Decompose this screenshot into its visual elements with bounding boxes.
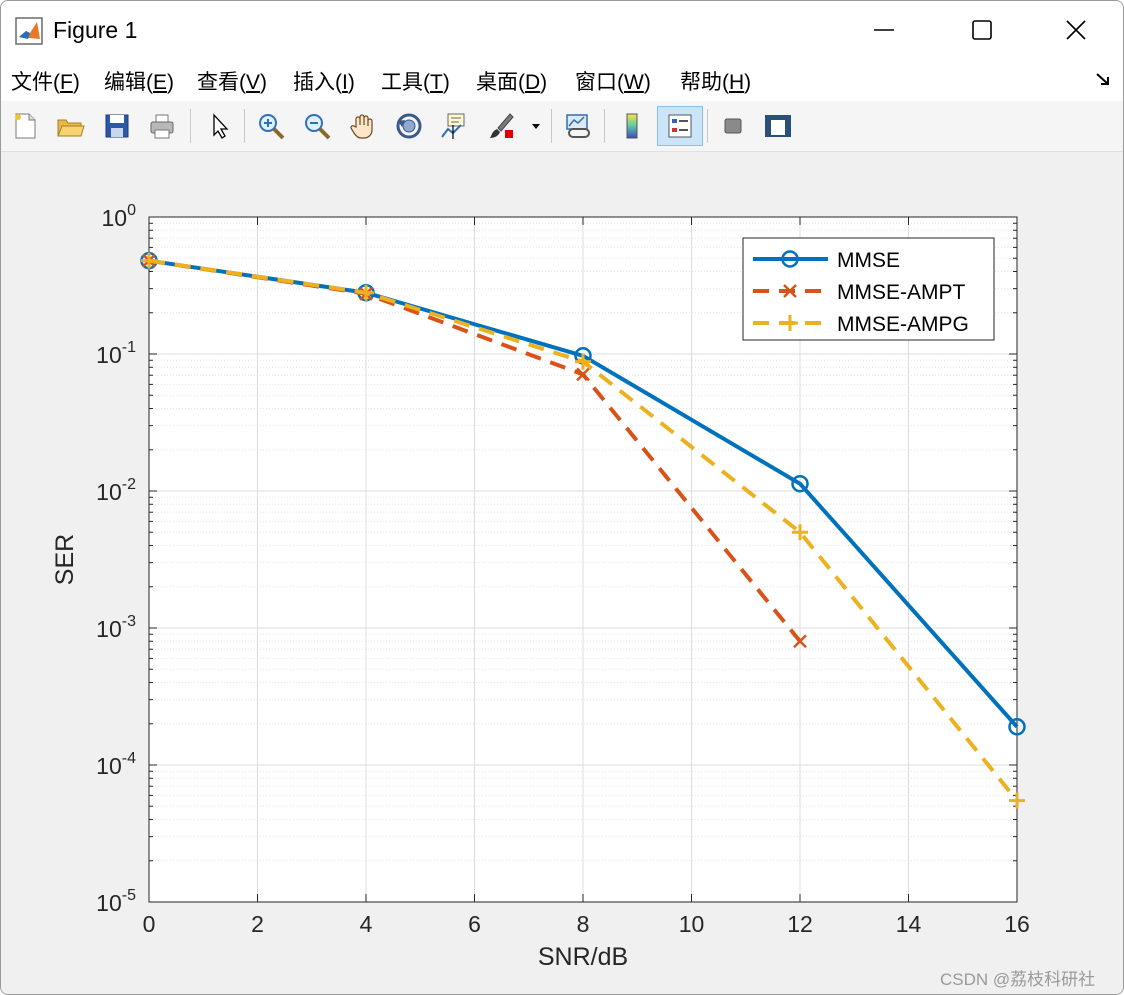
close-icon xyxy=(1066,20,1086,40)
x-tick-label: 16 xyxy=(1004,911,1030,937)
series-2-point xyxy=(792,524,808,541)
brush-icon[interactable] xyxy=(482,106,520,146)
x-tick-label: 2 xyxy=(251,911,264,937)
x-axis-label: SNR/dB xyxy=(538,943,628,971)
y-axis-label: SER xyxy=(51,534,79,585)
title-bar: Figure 1 xyxy=(1,1,1123,59)
watermark-text: CSDN @荔枝科研社 xyxy=(940,970,1096,989)
legend-swatch-marker xyxy=(782,315,798,331)
y-tick-label: 100 xyxy=(102,202,137,231)
y-tick-label: 10-4 xyxy=(96,750,136,779)
print-icon[interactable] xyxy=(143,106,181,146)
series-0-point xyxy=(1008,718,1026,736)
series-1-point xyxy=(576,367,590,382)
series-1-point xyxy=(793,634,807,649)
pan-hand-icon[interactable] xyxy=(344,106,382,146)
menu-insert[interactable]: 插入(I) xyxy=(293,71,355,94)
legend-label: MMSE-AMPT xyxy=(837,281,966,304)
link-plot-icon[interactable] xyxy=(559,106,597,146)
legend-swatch-marker xyxy=(781,250,799,268)
legend-label: MMSE-AMPG xyxy=(837,313,969,336)
legend-swatch-marker xyxy=(783,284,797,298)
menu-bar: 文件(F) 编辑(E) 查看(V) 插入(I) 工具(T) 桌面(D) 窗口(W… xyxy=(1,59,1123,101)
maximize-icon xyxy=(972,20,992,40)
x-tick-label: 6 xyxy=(468,911,481,937)
series-0-point xyxy=(791,474,809,493)
y-tick-label: 10-1 xyxy=(96,339,136,368)
series-2-point xyxy=(141,252,157,269)
toolbar-separator xyxy=(551,109,552,143)
series-2-point xyxy=(1009,792,1025,809)
close-button[interactable] xyxy=(1041,5,1111,55)
zoom-in-icon[interactable] xyxy=(252,106,290,146)
pointer-icon[interactable] xyxy=(200,106,238,146)
minimize-icon xyxy=(874,29,894,31)
brush-dropdown-icon[interactable] xyxy=(525,106,547,146)
x-tick-label: 10 xyxy=(679,911,705,937)
y-tick-label: 10-3 xyxy=(96,613,136,642)
window-title: Figure 1 xyxy=(53,17,138,43)
toolbar-separator xyxy=(707,109,708,143)
menu-view[interactable]: 查看(V) xyxy=(197,71,268,94)
x-tick-label: 8 xyxy=(577,911,590,937)
y-tick-label: 10-5 xyxy=(96,887,136,916)
menu-edit[interactable]: 编辑(E) xyxy=(104,71,175,94)
figure-canvas: 0 2 4 6 8 10 12 14 16 100 10-1 10-2 10-3 10-4 10-5 SNR/… xyxy=(1,152,1123,994)
figure-toolbar xyxy=(1,101,1123,152)
save-icon[interactable] xyxy=(98,106,136,146)
matlab-logo-icon xyxy=(15,17,43,45)
menu-desktop[interactable]: 桌面(D) xyxy=(476,71,548,94)
toolbar-separator xyxy=(244,109,245,143)
toolbar-separator xyxy=(604,109,605,143)
menu-window[interactable]: 窗口(W) xyxy=(575,71,651,94)
menu-help[interactable]: 帮助(H) xyxy=(680,71,752,94)
minimize-button[interactable] xyxy=(849,5,919,55)
colorbar-icon[interactable] xyxy=(613,106,651,146)
series-2-point xyxy=(575,353,591,370)
open-file-icon[interactable] xyxy=(51,106,89,146)
x-tick-label: 0 xyxy=(143,911,156,937)
show-plot-tools-icon[interactable] xyxy=(759,106,797,146)
hide-plot-tools-icon[interactable] xyxy=(714,106,752,146)
menu-file[interactable]: 文件(F) xyxy=(11,71,80,94)
legend-icon[interactable] xyxy=(657,106,703,146)
x-tick-label: 12 xyxy=(787,911,813,937)
ser-chart: 0 2 4 6 8 10 12 14 16 100 10-1 10-2 10-3 10-4 10-5 SNR/… xyxy=(51,202,1030,971)
x-tick-label: 4 xyxy=(360,911,373,937)
menu-tools[interactable]: 工具(T) xyxy=(381,71,450,94)
series-2-point xyxy=(358,284,374,301)
undock-arrow-icon[interactable] xyxy=(1095,71,1111,92)
zoom-out-icon[interactable] xyxy=(298,106,336,146)
x-tick-label: 14 xyxy=(896,911,922,937)
maximize-button[interactable] xyxy=(947,5,1017,55)
toolbar-separator xyxy=(190,109,191,143)
y-tick-label: 10-2 xyxy=(96,476,136,505)
rotate-3d-icon[interactable] xyxy=(390,106,428,146)
new-figure-icon[interactable] xyxy=(6,106,44,146)
data-cursor-icon[interactable] xyxy=(435,106,473,146)
legend-label: MMSE xyxy=(837,249,900,272)
